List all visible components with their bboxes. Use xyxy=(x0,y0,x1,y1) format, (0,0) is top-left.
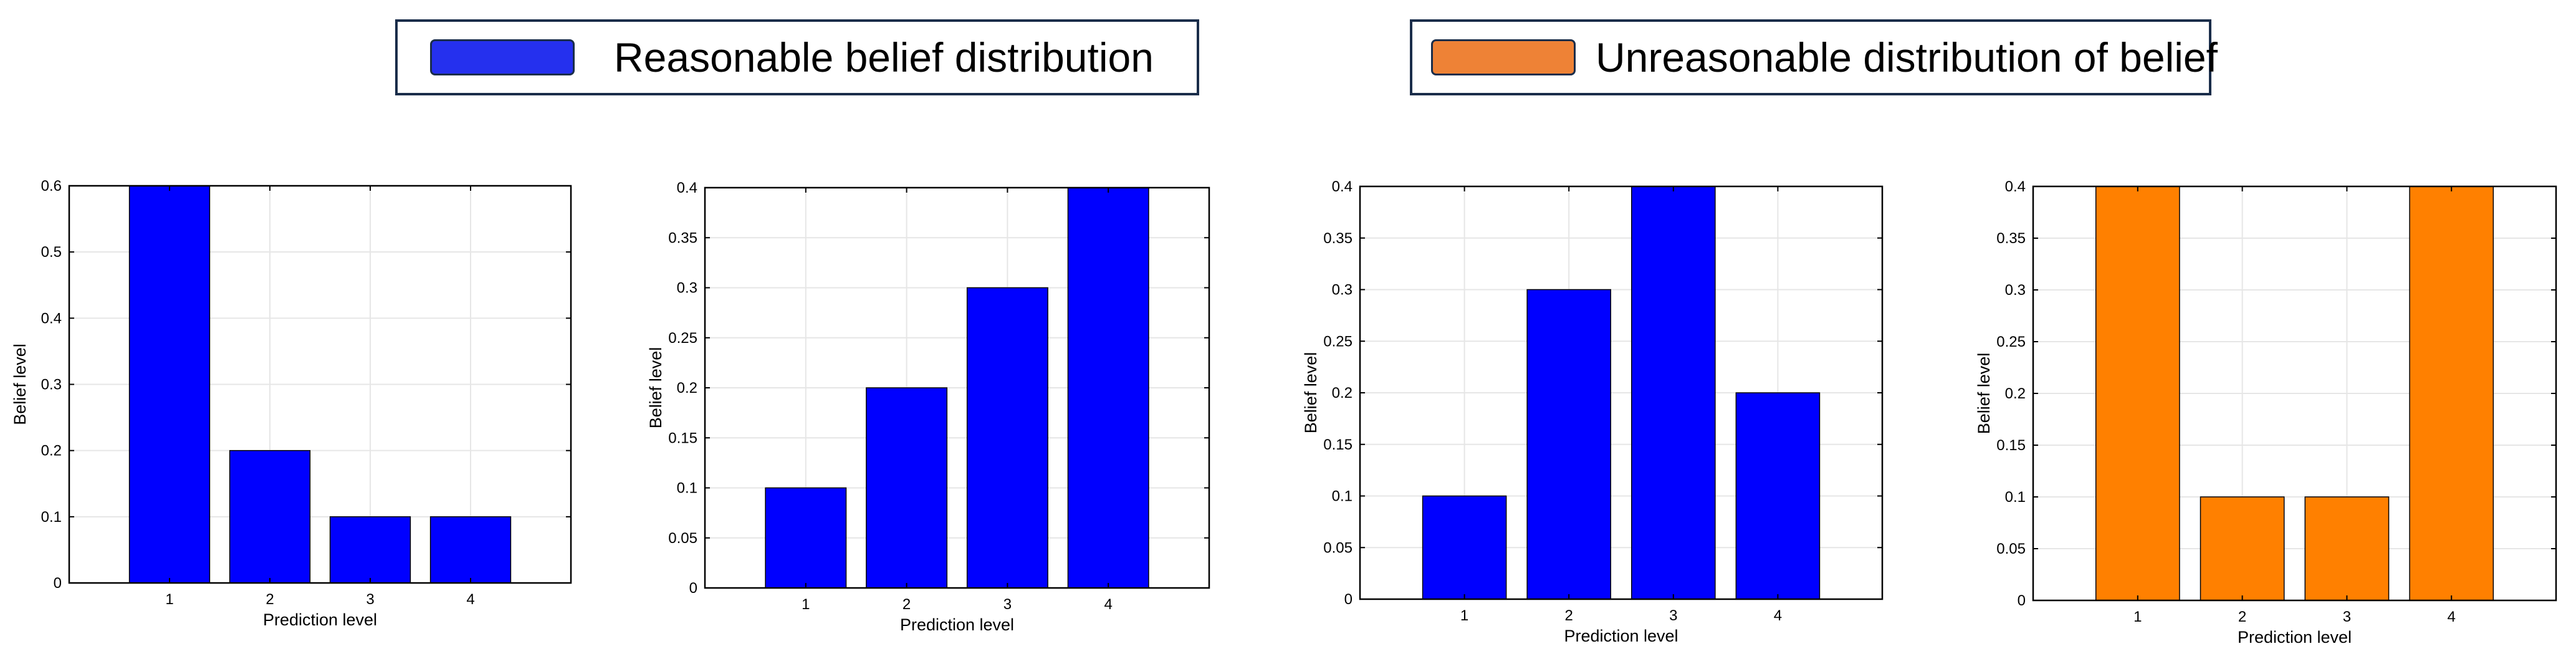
y-tick-label: 0.15 xyxy=(1996,437,2026,454)
bar-4 xyxy=(2409,186,2494,601)
y-tick-label: 0.2 xyxy=(2005,385,2026,402)
y-tick-label: 0.3 xyxy=(41,377,62,393)
y-tick-label: 0 xyxy=(1344,591,1353,608)
bar-4 xyxy=(1735,392,1821,600)
x-tick-label: 2 xyxy=(2238,609,2246,625)
y-axis-label: Belief level xyxy=(11,344,29,425)
bar-4 xyxy=(429,516,512,584)
legend-reasonable: Reasonable belief distribution xyxy=(395,19,1199,95)
bar-3 xyxy=(1631,186,1716,600)
y-tick-label: 0.35 xyxy=(668,229,697,246)
y-axis-label: Belief level xyxy=(1975,353,1993,435)
chart-3: 0 0.05 0.1 0.15 0.2 0.25 0.3 0.35 0.4 1 2 3 4 Predict… xyxy=(1301,178,1884,645)
y-tick-label: 0.2 xyxy=(1332,385,1353,402)
y-tick-label: 0.15 xyxy=(668,430,697,446)
x-axis-label: Prediction level xyxy=(1564,627,1678,645)
bar-3 xyxy=(329,516,411,584)
bar-3 xyxy=(966,287,1048,589)
y-tick-label: 0.4 xyxy=(41,310,62,327)
x-tick-label: 4 xyxy=(466,591,474,608)
x-axis-label: Prediction level xyxy=(2238,628,2352,647)
y-tick-label: 0.25 xyxy=(668,330,697,347)
bar-2 xyxy=(229,450,311,584)
x-tick-label: 1 xyxy=(2133,609,2142,625)
y-tick-label: 0.35 xyxy=(1323,230,1353,247)
y-tick-label: 0.05 xyxy=(668,530,697,547)
y-tick-label: 0.1 xyxy=(2005,489,2026,506)
legend-label-unreasonable: Unreasonable distribution of belief xyxy=(1596,34,2218,80)
x-tick-label: 2 xyxy=(266,591,274,608)
bar-1 xyxy=(765,487,847,589)
y-tick-label: 0.25 xyxy=(1323,333,1353,350)
y-tick-label: 0.2 xyxy=(677,380,697,397)
bar-3 xyxy=(2304,496,2390,601)
y-tick-label: 0.3 xyxy=(1332,282,1353,299)
bar-2 xyxy=(1526,289,1611,600)
bar-2 xyxy=(2200,496,2285,601)
x-tick-label: 3 xyxy=(1003,596,1012,613)
y-tick-label: 0.1 xyxy=(41,509,62,526)
x-tick-label: 4 xyxy=(1774,607,1782,624)
bar-1 xyxy=(2095,186,2180,601)
y-tick-label: 0.3 xyxy=(2005,282,2026,299)
chart-2: 0 0.05 0.1 0.15 0.2 0.25 0.3 0.35 0.4 1 2 3 4 Predict… xyxy=(646,180,1210,634)
x-tick-label: 1 xyxy=(802,596,810,613)
x-tick-label: 4 xyxy=(1104,596,1113,613)
x-tick-label: 3 xyxy=(2343,609,2351,625)
x-tick-label: 1 xyxy=(165,591,173,608)
legend-label-reasonable: Reasonable belief distribution xyxy=(614,34,1154,80)
x-tick-label: 1 xyxy=(1460,607,1468,624)
y-tick-label: 0.4 xyxy=(677,180,697,196)
x-axis-label: Prediction level xyxy=(900,615,1014,634)
x-tick-label: 2 xyxy=(1565,607,1573,624)
y-tick-label: 0.6 xyxy=(41,178,62,195)
bar-1 xyxy=(1422,495,1507,600)
y-tick-label: 0.35 xyxy=(1996,230,2026,247)
legend-swatch-unreasonable xyxy=(1431,39,1576,75)
y-tick-label: 0.4 xyxy=(1332,178,1353,195)
y-tick-label: 0.15 xyxy=(1323,436,1353,453)
x-tick-label: 4 xyxy=(2448,609,2456,625)
chart-4: 0 0.05 0.1 0.15 0.2 0.25 0.3 0.35 0.4 1 2 3 4 Predict… xyxy=(1975,178,2557,647)
y-tick-label: 0 xyxy=(2018,592,2026,609)
y-tick-label: 0.4 xyxy=(2005,178,2026,195)
x-tick-label: 3 xyxy=(1669,607,1677,624)
legend-unreasonable: Unreasonable distribution of belief xyxy=(1410,19,2218,95)
y-tick-label: 0.1 xyxy=(677,480,697,497)
chart-1: 0 0.1 0.2 0.3 0.4 0.5 0.6 1 2 3 4 Prediction level B… xyxy=(11,178,572,629)
y-tick-label: 0.5 xyxy=(41,244,62,261)
y-tick-label: 0.2 xyxy=(41,443,62,460)
y-axis-label: Belief level xyxy=(1301,352,1320,434)
y-tick-label: 0 xyxy=(689,580,697,597)
y-tick-label: 0 xyxy=(54,575,62,592)
bar-2 xyxy=(866,387,948,589)
x-tick-label: 3 xyxy=(366,591,374,608)
y-tick-label: 0.05 xyxy=(1323,539,1353,556)
legend-swatch-reasonable xyxy=(430,39,575,75)
x-tick-label: 2 xyxy=(903,596,911,613)
x-axis-label: Prediction level xyxy=(263,610,377,629)
y-tick-label: 0.1 xyxy=(1332,488,1353,505)
y-tick-label: 0.25 xyxy=(1996,334,2026,350)
y-axis-label: Belief level xyxy=(646,347,665,429)
y-tick-label: 0.3 xyxy=(677,280,697,297)
y-tick-label: 0.05 xyxy=(1996,541,2026,557)
bar-1 xyxy=(128,185,211,584)
bar-4 xyxy=(1067,187,1149,589)
